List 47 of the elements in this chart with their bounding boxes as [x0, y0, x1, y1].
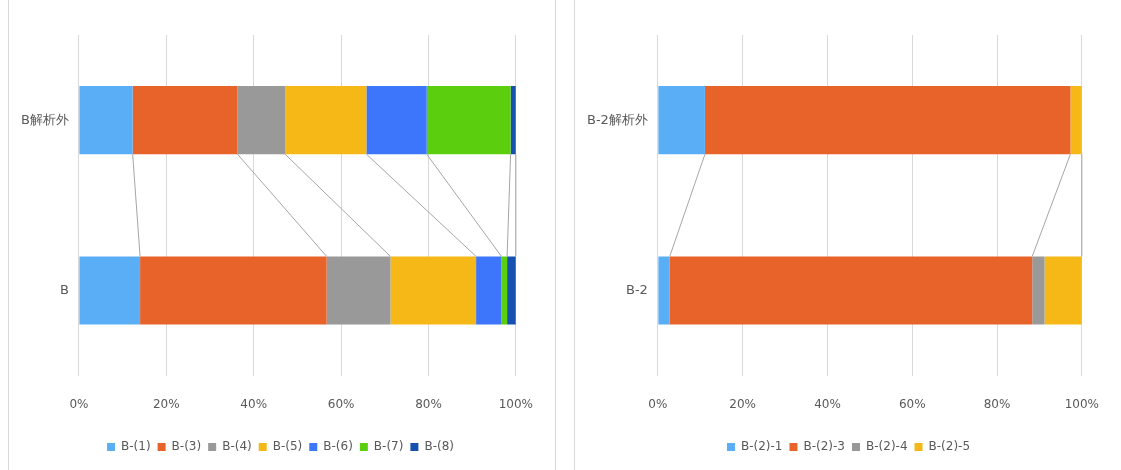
bar [326, 256, 391, 325]
bar [390, 256, 477, 325]
x-tick-label: 100% [1064, 396, 1099, 411]
bar [426, 86, 511, 155]
bar [658, 86, 705, 155]
bar [501, 256, 508, 325]
y-tick-label: B-2解析外 [586, 111, 648, 127]
x-tick-label: 80% [415, 396, 442, 411]
bar [1044, 256, 1082, 325]
x-tick-label: 60% [327, 396, 355, 411]
bar [476, 256, 502, 325]
bar [79, 256, 141, 325]
y-tick-label: B [60, 281, 69, 297]
bar [237, 86, 286, 155]
x-tick-label: 20% [152, 396, 180, 411]
x-tick-label: 80% [983, 396, 1011, 411]
x-tick-label: 100% [498, 396, 533, 411]
x-tick-label: 20% [729, 396, 757, 411]
legend-label: B-(4) [222, 439, 252, 454]
legend-label: B-(2)-5 [928, 439, 971, 454]
bar [658, 256, 670, 325]
bar [285, 86, 367, 155]
legend-label: B-(2)-1 [740, 439, 783, 454]
bar [507, 256, 516, 325]
x-tick-label: 40% [240, 396, 268, 411]
legend-label: B-(7) [373, 439, 404, 454]
bar [140, 256, 327, 325]
bar [366, 86, 427, 155]
x-tick-label: 0% [648, 396, 668, 411]
bar [704, 86, 1071, 155]
y-tick-label: B解析外 [21, 111, 69, 127]
bar [1070, 86, 1082, 155]
legend-label: B-(5) [272, 439, 303, 454]
x-tick-label: 40% [814, 396, 841, 411]
legend-label: B-(1) [121, 439, 151, 454]
x-tick-label: 60% [898, 396, 926, 411]
legend-label: B-(3) [171, 439, 202, 454]
bar [669, 256, 1033, 325]
x-tick-label: 0% [69, 396, 89, 411]
bar [79, 86, 133, 155]
legend-label: B-(8) [424, 439, 454, 454]
legend-label: B-(2)-3 [803, 439, 846, 454]
bar [1032, 256, 1045, 325]
legend-label: B-(2)-4 [866, 439, 908, 454]
y-tick-label: B-2 [625, 281, 648, 297]
bar [132, 86, 238, 155]
legend-label: B-(6) [323, 439, 353, 454]
